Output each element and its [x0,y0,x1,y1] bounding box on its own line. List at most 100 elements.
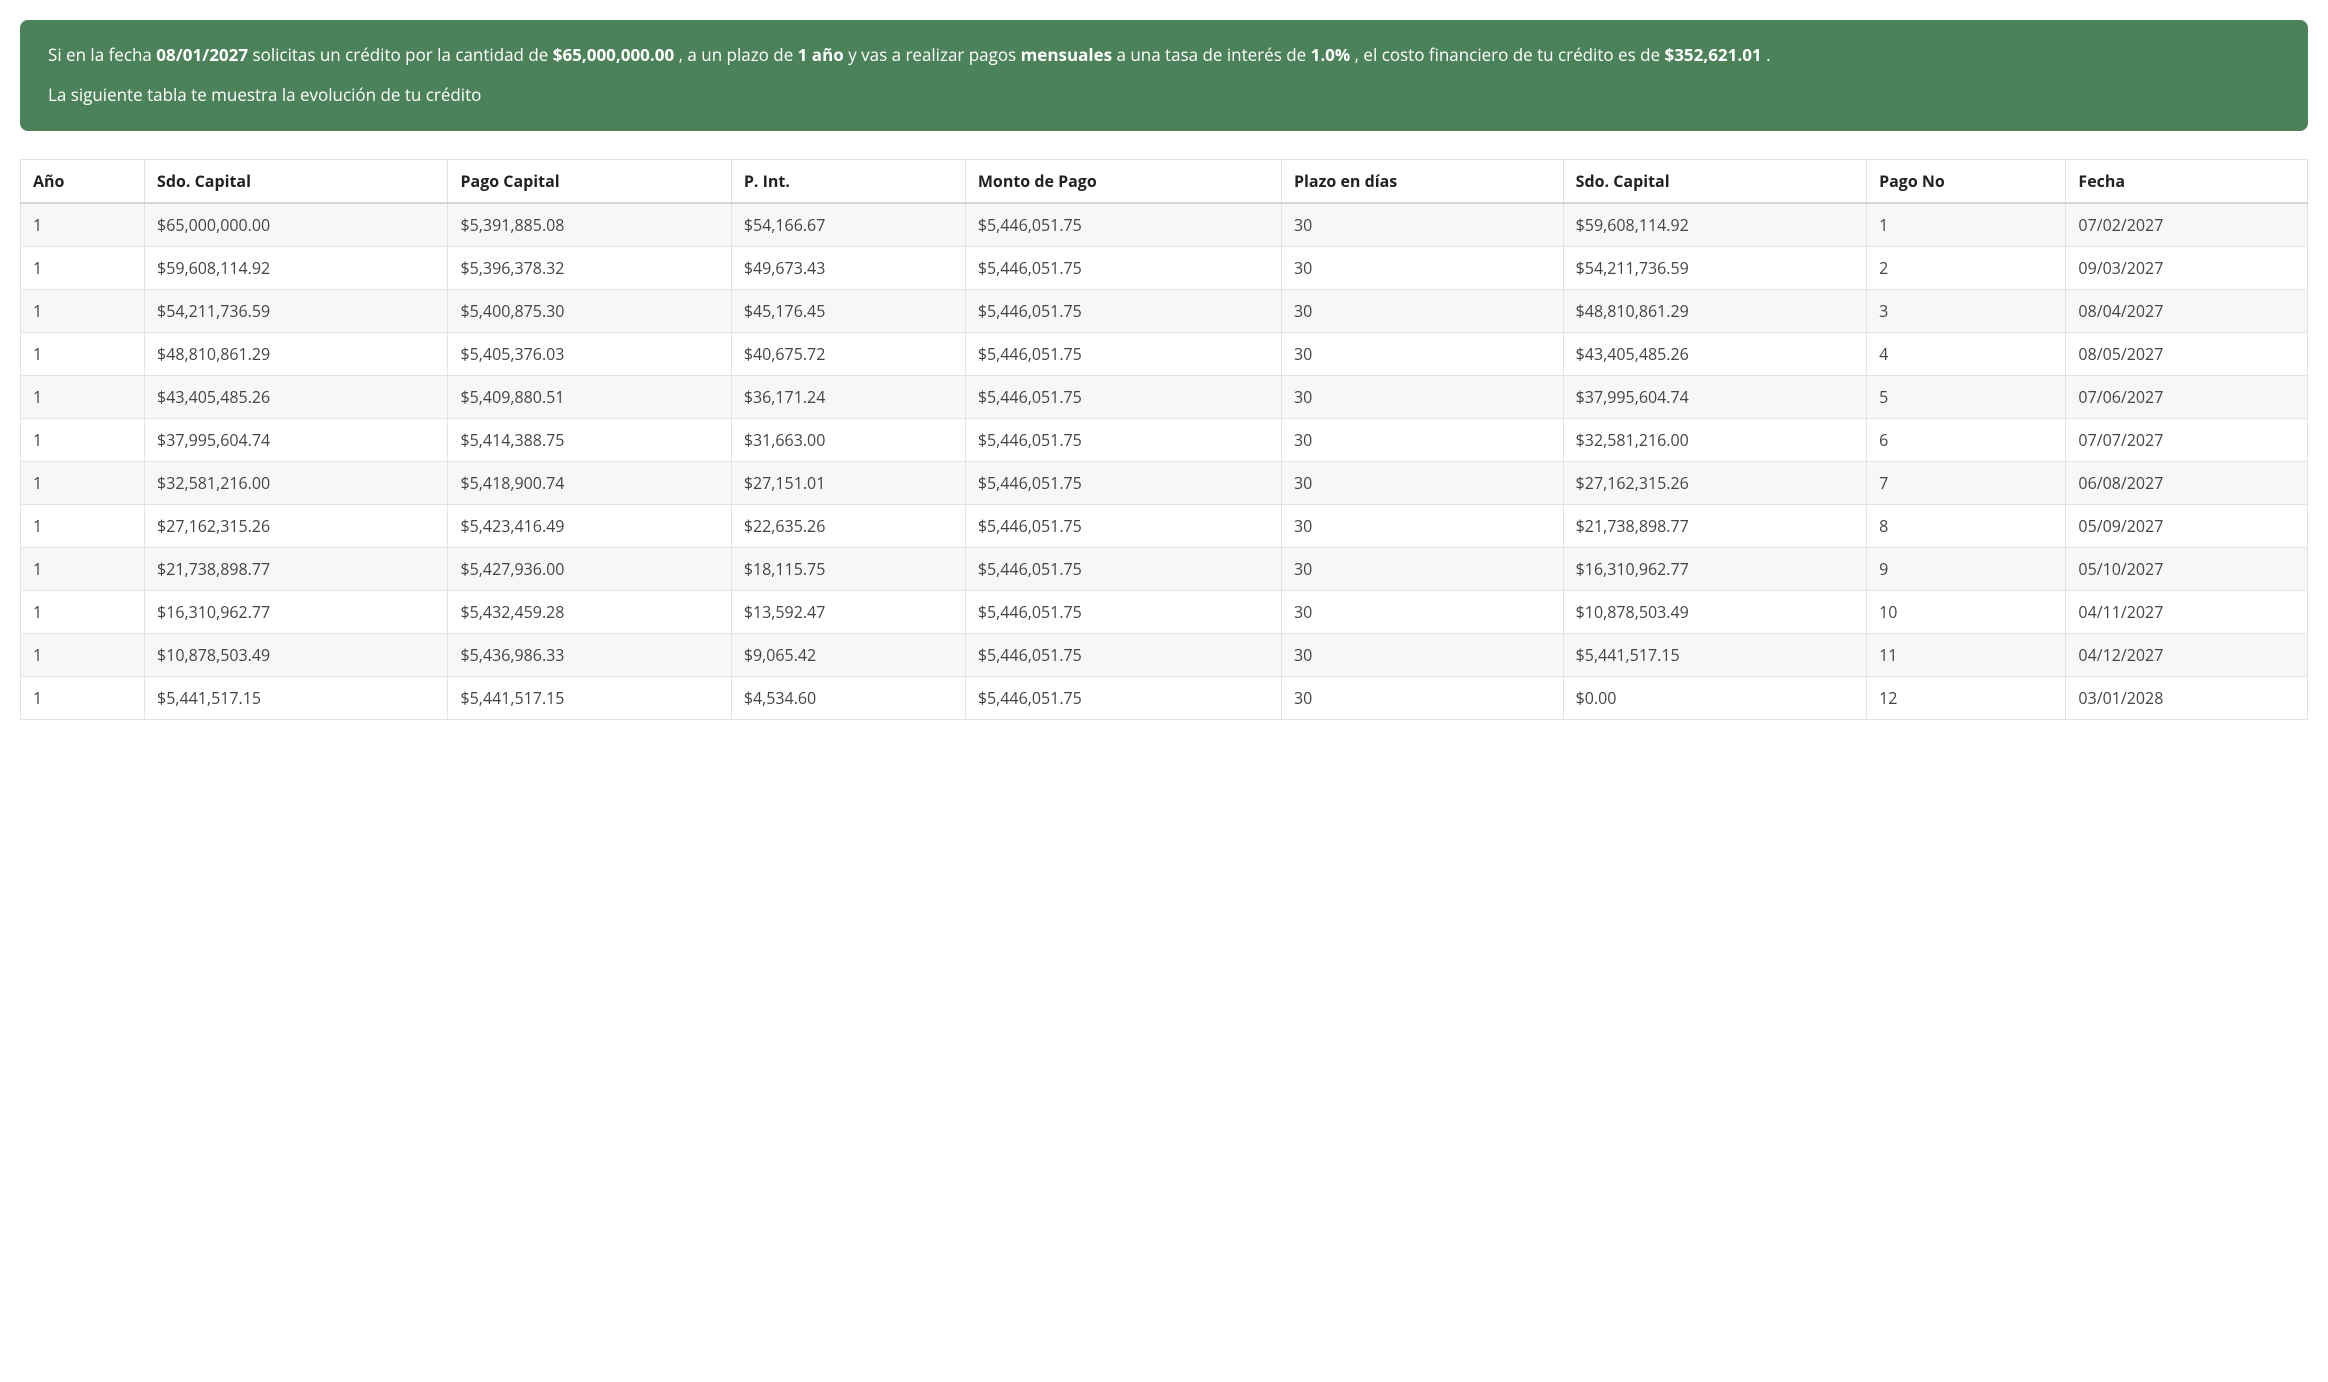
summary-text: . [1762,43,1771,66]
table-cell: $49,673.43 [731,246,965,289]
table-cell: $5,418,900.74 [448,461,731,504]
summary-cost: $352,621.01 [1664,43,1761,66]
table-cell: 05/10/2027 [2066,547,2308,590]
table-cell: 30 [1281,246,1563,289]
table-cell: $5,432,459.28 [448,590,731,633]
table-cell: $54,211,736.59 [145,289,448,332]
table-cell: 1 [21,590,145,633]
table-cell: $5,396,378.32 [448,246,731,289]
table-cell: $5,436,986.33 [448,633,731,676]
table-cell: 7 [1867,461,2066,504]
table-row: 1$32,581,216.00$5,418,900.74$27,151.01$5… [21,461,2308,504]
table-cell: $43,405,485.26 [145,375,448,418]
table-cell: $5,441,517.15 [145,676,448,719]
table-cell: $16,310,962.77 [1563,547,1866,590]
column-header: Sdo. Capital [1563,159,1866,203]
table-cell: 30 [1281,332,1563,375]
table-cell: 30 [1281,461,1563,504]
table-cell: $5,441,517.15 [1563,633,1866,676]
table-cell: 2 [1867,246,2066,289]
summary-text: solicitas un crédito por la cantidad de [248,43,553,66]
table-cell: 30 [1281,590,1563,633]
table-cell: 1 [21,332,145,375]
table-cell: 09/03/2027 [2066,246,2308,289]
table-cell: $54,166.67 [731,203,965,247]
table-cell: 07/06/2027 [2066,375,2308,418]
table-row: 1$16,310,962.77$5,432,459.28$13,592.47$5… [21,590,2308,633]
table-row: 1$65,000,000.00$5,391,885.08$54,166.67$5… [21,203,2308,247]
table-cell: 11 [1867,633,2066,676]
table-cell: $21,738,898.77 [145,547,448,590]
table-cell: 30 [1281,504,1563,547]
table-row: 1$21,738,898.77$5,427,936.00$18,115.75$5… [21,547,2308,590]
table-cell: 1 [1867,203,2066,247]
table-header-row: AñoSdo. CapitalPago CapitalP. Int.Monto … [21,159,2308,203]
table-row: 1$27,162,315.26$5,423,416.49$22,635.26$5… [21,504,2308,547]
table-cell: $5,446,051.75 [965,633,1281,676]
table-cell: $32,581,216.00 [1563,418,1866,461]
table-cell: $65,000,000.00 [145,203,448,247]
table-row: 1$59,608,114.92$5,396,378.32$49,673.43$5… [21,246,2308,289]
table-cell: $5,446,051.75 [965,590,1281,633]
table-cell: 10 [1867,590,2066,633]
table-cell: $5,405,376.03 [448,332,731,375]
table-cell: 30 [1281,418,1563,461]
table-cell: 1 [21,246,145,289]
summary-rate: 1.0% [1311,43,1351,66]
table-cell: $5,446,051.75 [965,461,1281,504]
table-cell: $5,446,051.75 [965,289,1281,332]
table-cell: $21,738,898.77 [1563,504,1866,547]
summary-text: y vas a realizar pagos [844,43,1021,66]
table-row: 1$48,810,861.29$5,405,376.03$40,675.72$5… [21,332,2308,375]
table-cell: 30 [1281,547,1563,590]
column-header: Pago Capital [448,159,731,203]
table-cell: $0.00 [1563,676,1866,719]
table-cell: 1 [21,633,145,676]
table-cell: 3 [1867,289,2066,332]
table-cell: $5,409,880.51 [448,375,731,418]
column-header: Fecha [2066,159,2308,203]
table-cell: $18,115.75 [731,547,965,590]
table-cell: $10,878,503.49 [1563,590,1866,633]
table-cell: 1 [21,418,145,461]
column-header: Año [21,159,145,203]
credit-summary-box: Si en la fecha 08/01/2027 solicitas un c… [20,20,2308,131]
table-cell: $48,810,861.29 [145,332,448,375]
table-cell: 03/01/2028 [2066,676,2308,719]
table-cell: 1 [21,461,145,504]
table-cell: 6 [1867,418,2066,461]
table-header: AñoSdo. CapitalPago CapitalP. Int.Monto … [21,159,2308,203]
table-cell: $31,663.00 [731,418,965,461]
table-row: 1$37,995,604.74$5,414,388.75$31,663.00$5… [21,418,2308,461]
summary-term: 1 año [798,43,844,66]
table-body: 1$65,000,000.00$5,391,885.08$54,166.67$5… [21,203,2308,720]
column-header: Plazo en días [1281,159,1563,203]
column-header: Monto de Pago [965,159,1281,203]
table-cell: $5,446,051.75 [965,676,1281,719]
table-cell: $37,995,604.74 [1563,375,1866,418]
amortization-table: AñoSdo. CapitalPago CapitalP. Int.Monto … [20,159,2308,720]
summary-date: 08/01/2027 [156,43,248,66]
table-cell: $10,878,503.49 [145,633,448,676]
table-cell: $5,446,051.75 [965,504,1281,547]
table-cell: $5,441,517.15 [448,676,731,719]
table-cell: $40,675.72 [731,332,965,375]
table-cell: 4 [1867,332,2066,375]
table-cell: $43,405,485.26 [1563,332,1866,375]
table-cell: $48,810,861.29 [1563,289,1866,332]
column-header: Pago No [1867,159,2066,203]
table-cell: $4,534.60 [731,676,965,719]
table-cell: $5,446,051.75 [965,203,1281,247]
table-cell: $32,581,216.00 [145,461,448,504]
table-cell: 1 [21,375,145,418]
table-cell: $5,446,051.75 [965,547,1281,590]
table-cell: 9 [1867,547,2066,590]
table-cell: 30 [1281,633,1563,676]
table-cell: $59,608,114.92 [145,246,448,289]
table-cell: 5 [1867,375,2066,418]
table-cell: 04/11/2027 [2066,590,2308,633]
summary-text: a una tasa de interés de [1112,43,1311,66]
table-cell: 30 [1281,676,1563,719]
table-cell: $27,162,315.26 [145,504,448,547]
table-cell: $16,310,962.77 [145,590,448,633]
